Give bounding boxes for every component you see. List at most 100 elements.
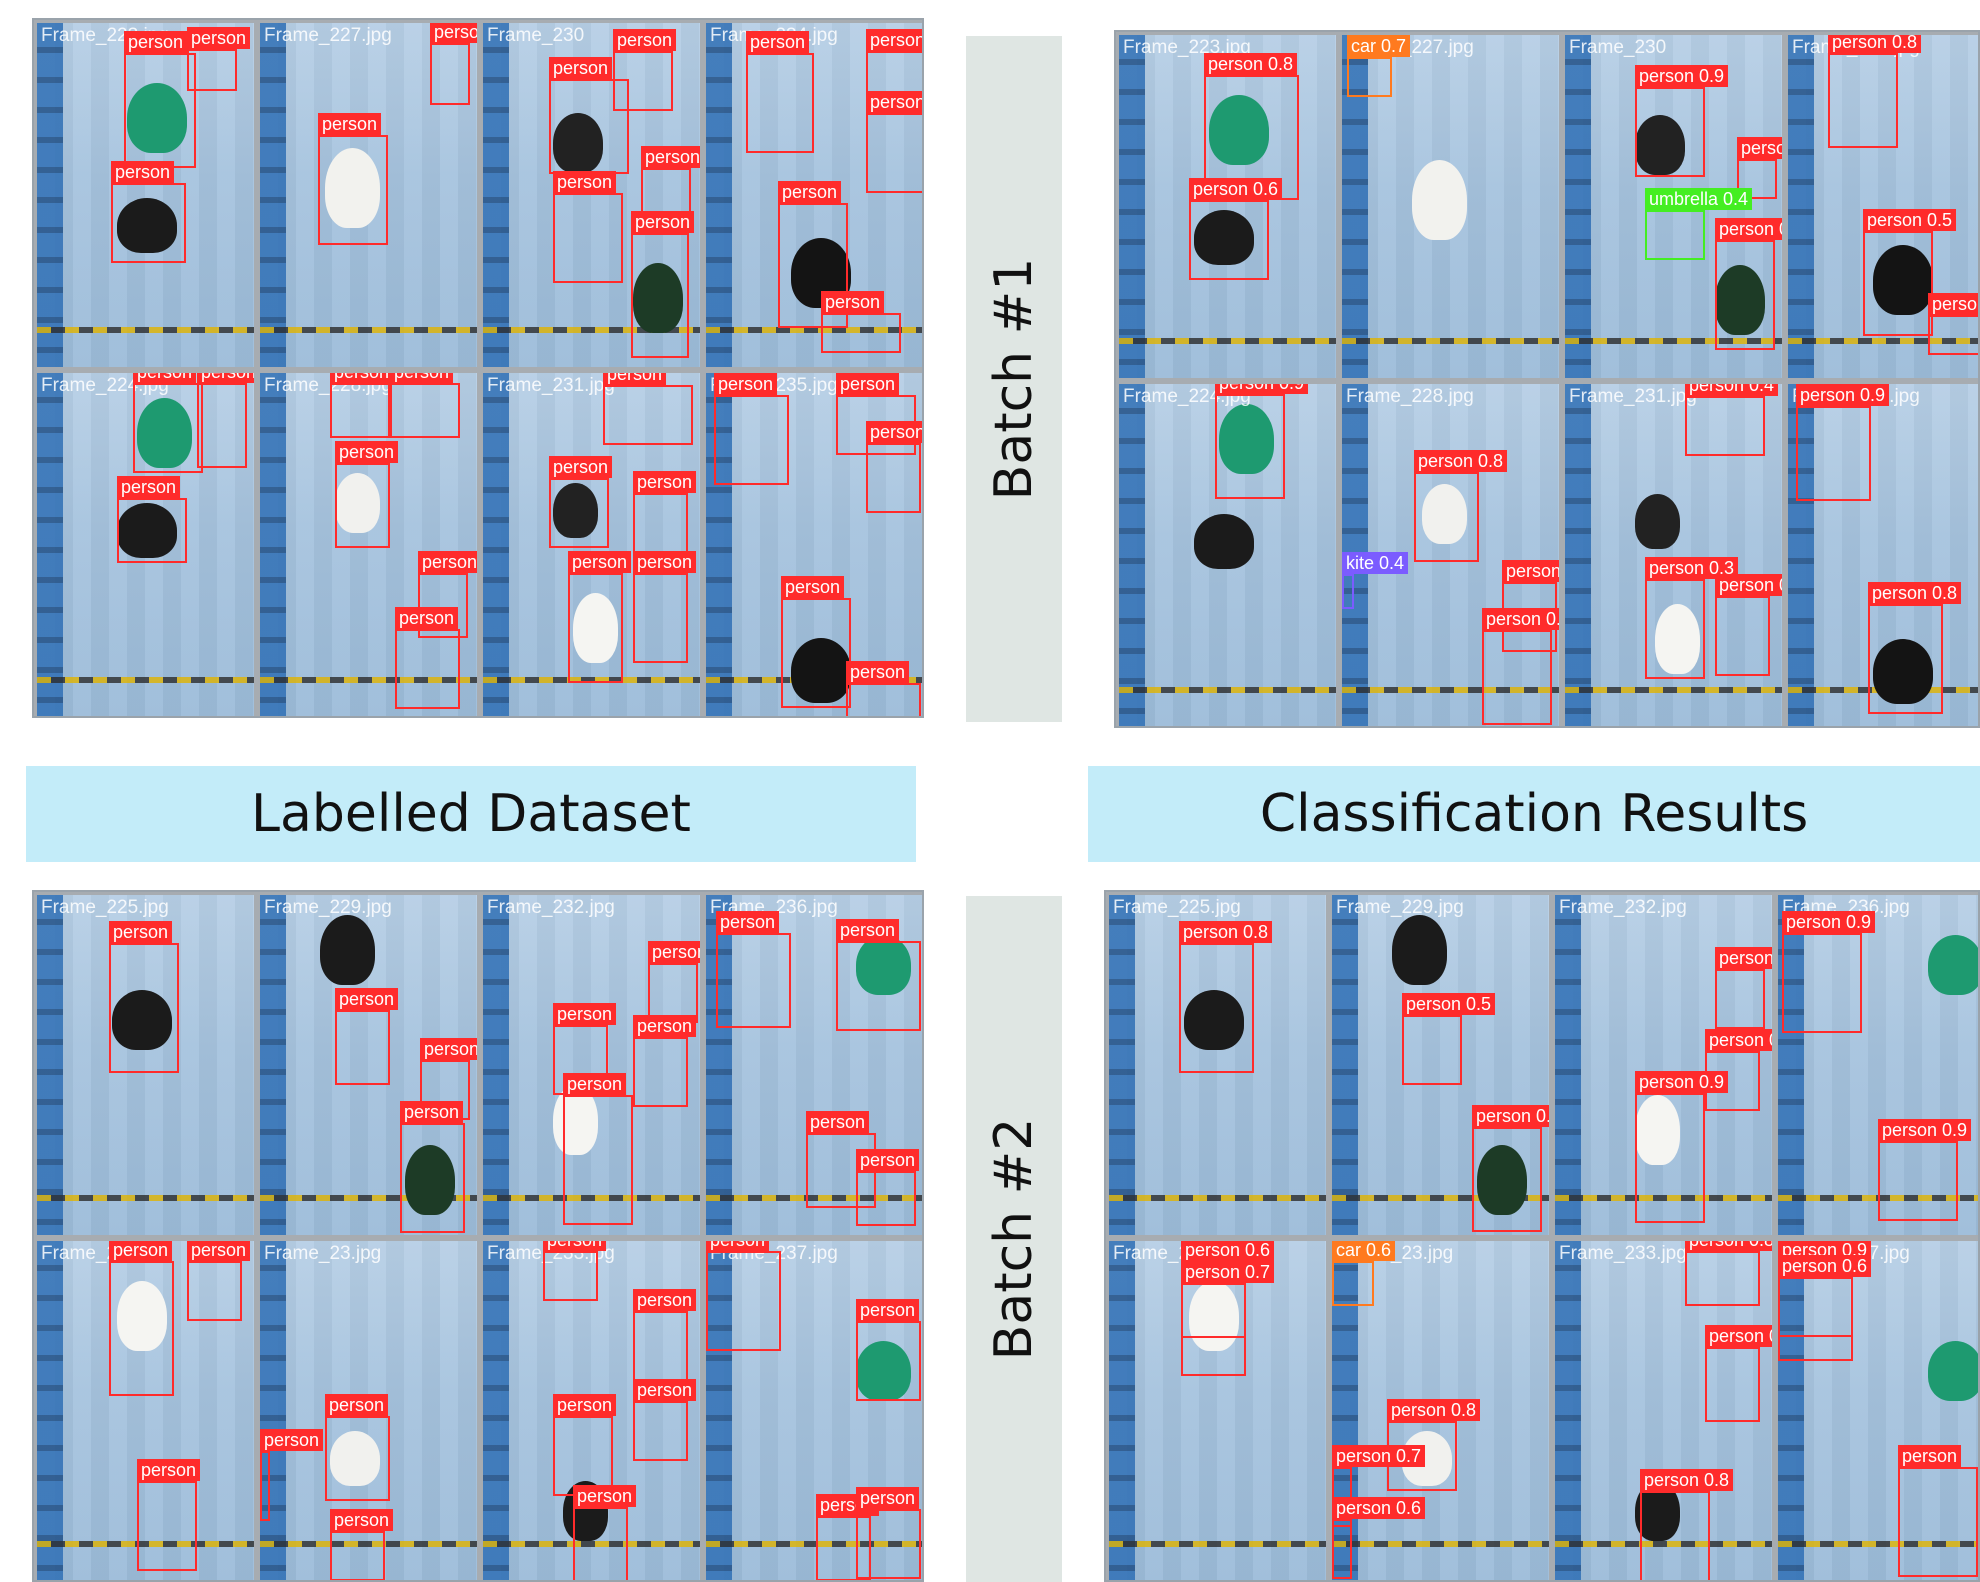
detection-box-kite: kite 0.4	[1342, 552, 1409, 609]
annotation-label: person	[846, 661, 910, 683]
annotation-box: person	[563, 1073, 633, 1225]
annotation-label: person	[573, 1485, 637, 1507]
tile-frame-234: Frame_234.jpg person person person perso…	[703, 20, 922, 370]
annotation-box: person	[137, 1459, 201, 1571]
tile-frame-235: Frame_235.jpg person 0.9 person 0.8	[1785, 381, 1978, 726]
annotation-label: person	[631, 211, 695, 233]
tile-frame-230: Frame_230 person 0.9 person 0.5 umbrella…	[1562, 32, 1785, 381]
annotation-box: person	[648, 941, 700, 1023]
annotation-label: person	[109, 921, 173, 943]
annotation-label: person	[418, 551, 477, 573]
frame-filename: Frame_230	[1569, 37, 1667, 58]
tile-frame-223: Frame_223.jpg person person person	[34, 20, 257, 370]
tile-frame-223: Frame_223.jpg person 0.8 person 0.6	[1116, 32, 1339, 381]
annotation-label: person	[866, 421, 922, 443]
annotation-label: person	[563, 1073, 627, 1095]
annotation-box: person	[553, 171, 623, 283]
frame-filename: Frame_227.jpg	[264, 25, 392, 46]
annotation-box: person	[335, 988, 399, 1085]
detection-label: person 0.6	[1502, 560, 1559, 582]
person-figure	[1392, 915, 1447, 985]
tile-frame-231: Frame_231.jpg person 0.4 person 0.3 pers…	[1562, 381, 1785, 726]
tile-frame-230: Frame_230 person person person person pe…	[480, 20, 703, 370]
annotation-label: person	[633, 471, 697, 493]
annotation-label: person	[633, 1289, 697, 1311]
annotation-label: person	[856, 1299, 920, 1321]
detection-box: person 0.8	[1685, 1241, 1772, 1306]
annotation-label: person	[549, 57, 613, 79]
detection-box: person 0.8	[1868, 582, 1962, 714]
detection-box-umbrella: umbrella 0.4	[1645, 188, 1753, 260]
labelled-dataset-title: Labelled Dataset	[251, 784, 691, 844]
detection-box: person 0.9	[1796, 384, 1890, 501]
tile-frame-237: Frame_237.jpg person person person perso…	[703, 1238, 922, 1580]
annotation-box: person	[836, 373, 916, 455]
detection-label: person 0.8	[1828, 35, 1922, 53]
annotation-box: person	[124, 31, 196, 168]
detection-box: person 0.9	[1635, 65, 1729, 177]
detection-label: person 0.5	[1863, 209, 1957, 231]
annotation-box: person	[187, 1241, 251, 1321]
annotation-label: person	[549, 456, 613, 478]
detection-label: person	[1928, 293, 1978, 315]
person-figure	[553, 483, 598, 538]
tile-frame-226: Frame_226.jpg person person person	[34, 1238, 257, 1580]
annotation-box: person	[325, 1394, 390, 1501]
tile-frame-235: Frame_235.jpg person person person perso…	[703, 370, 922, 716]
person-figure	[1189, 1281, 1239, 1351]
annotation-box: person	[866, 29, 922, 101]
tile-frame-227: Frame_227.jpg car 0.7	[1339, 32, 1562, 381]
person-figure	[1635, 115, 1685, 175]
annotation-label: person	[137, 1459, 201, 1481]
detection-box-car: car 0.7	[1347, 35, 1411, 97]
person-figure	[1209, 95, 1269, 165]
detection-box: person 0.6	[1332, 1497, 1426, 1579]
annotation-box: person	[633, 551, 697, 663]
person-figure	[117, 198, 177, 253]
detection-box: person 0.4	[1685, 384, 1779, 456]
tile-frame-229: Frame_229.jpg person person person	[257, 892, 480, 1238]
batch-2-text: Batch #2	[984, 1117, 1044, 1361]
detection-box: person 0.5	[1737, 137, 1782, 199]
annotation-label: person	[318, 113, 382, 135]
tile-frame-225: Frame_225.jpg person	[34, 892, 257, 1238]
annotation-box: person	[846, 661, 921, 716]
annotation-box: person	[778, 181, 848, 328]
detection-box: person	[1898, 1445, 1978, 1577]
detection-box: person	[1928, 293, 1978, 355]
detection-label: person 0.5	[1402, 993, 1496, 1015]
detection-label: person 0.8	[1685, 1241, 1772, 1251]
annotation-box: person	[781, 576, 851, 708]
person-figure	[1873, 245, 1933, 315]
person-figure	[553, 113, 603, 173]
detection-box: person 0.8	[1640, 1469, 1734, 1580]
annotation-label: person	[553, 171, 617, 193]
annotation-box: person	[335, 441, 399, 548]
annotation-box: person	[197, 373, 254, 468]
annotation-box: person	[714, 373, 789, 485]
detection-box: person 0.9	[1635, 1071, 1729, 1223]
annotation-label: person	[543, 1241, 607, 1251]
tile-frame-233: Frame_233.jpg person 0.8 person 0.3 pers…	[1552, 1238, 1775, 1580]
person-figure	[1635, 494, 1680, 549]
person-figure	[405, 1145, 455, 1215]
annotation-box: person	[716, 911, 791, 1028]
detection-label: person 0.8	[1640, 1469, 1734, 1491]
person-figure	[320, 915, 375, 985]
annotation-box: person	[821, 291, 901, 353]
person-figure	[137, 398, 192, 468]
detection-label: person 0.5	[1715, 947, 1772, 969]
tile-frame-231: Frame_231.jpg person person person perso…	[480, 370, 703, 716]
detection-label: car 0.6	[1332, 1241, 1396, 1261]
annotation-box: person	[418, 551, 477, 638]
person-figure	[633, 263, 683, 333]
person-figure	[856, 935, 911, 995]
annotation-label: person	[420, 1038, 477, 1060]
batch-1-text: Batch #1	[984, 257, 1044, 501]
annotation-box: person	[641, 146, 700, 228]
person-figure	[1635, 1095, 1680, 1165]
annotation-label: person	[714, 373, 778, 395]
results-batch2-mosaic: Frame_225.jpg person 0.8 Frame_229.jpg p…	[1104, 890, 1980, 1582]
frame-filename: Frame_223.jpg	[1123, 37, 1251, 58]
annotation-label: person	[111, 161, 175, 183]
